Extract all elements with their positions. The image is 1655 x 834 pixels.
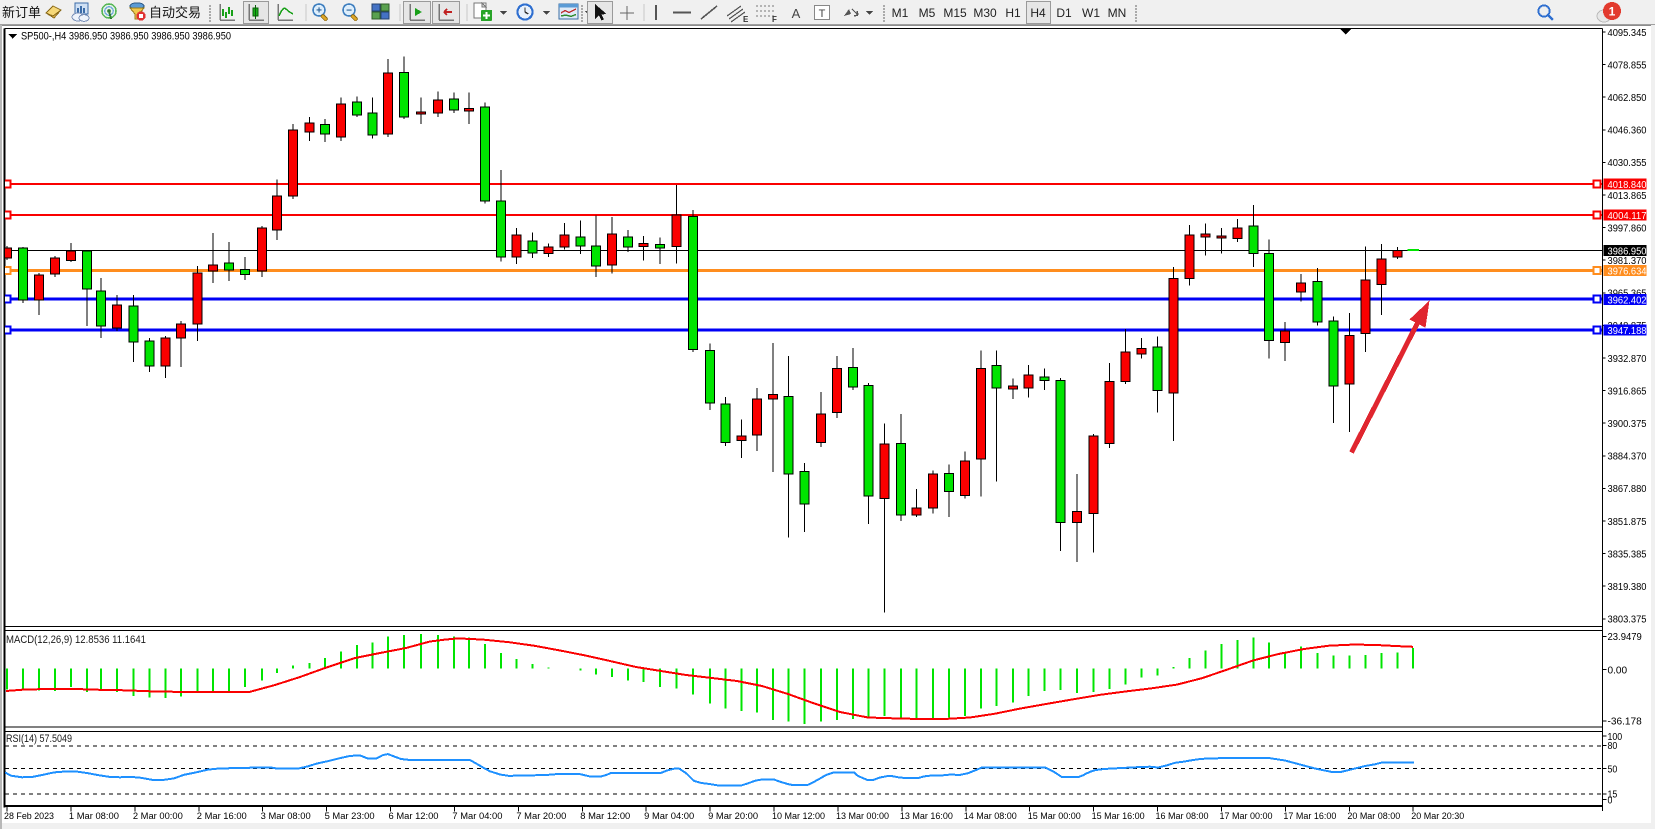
svg-text:20 Mar 20:30: 20 Mar 20:30	[1411, 811, 1464, 821]
svg-text:M15: M15	[943, 6, 967, 20]
svg-text:3981.370: 3981.370	[1608, 256, 1647, 267]
svg-text:3884.370: 3884.370	[1608, 452, 1647, 463]
svg-text:15: 15	[1608, 790, 1618, 801]
svg-text:20 Mar 08:00: 20 Mar 08:00	[1347, 811, 1400, 821]
svg-text:M30: M30	[973, 6, 997, 20]
svg-text:3851.875: 3851.875	[1608, 517, 1647, 528]
svg-text:2 Mar 16:00: 2 Mar 16:00	[197, 811, 247, 821]
svg-text:2 Mar 00:00: 2 Mar 00:00	[133, 811, 183, 821]
svg-text:F: F	[772, 15, 777, 24]
svg-text:4095.345: 4095.345	[1608, 28, 1647, 39]
svg-text:14 Mar 08:00: 14 Mar 08:00	[964, 811, 1017, 821]
svg-text:7 Mar 04:00: 7 Mar 04:00	[452, 811, 502, 821]
svg-text:H1: H1	[1005, 6, 1021, 20]
svg-text:3 Mar 08:00: 3 Mar 08:00	[261, 811, 311, 821]
svg-text:6 Mar 12:00: 6 Mar 12:00	[389, 811, 439, 821]
svg-text:17 Mar 16:00: 17 Mar 16:00	[1283, 811, 1336, 821]
svg-text:4062.850: 4062.850	[1608, 93, 1647, 104]
svg-text:9 Mar 04:00: 9 Mar 04:00	[644, 811, 694, 821]
svg-text:3867.880: 3867.880	[1608, 484, 1647, 495]
svg-text:4046.360: 4046.360	[1608, 126, 1647, 137]
svg-text:15 Mar 00:00: 15 Mar 00:00	[1028, 811, 1081, 821]
svg-text:3947.188: 3947.188	[1608, 326, 1647, 337]
svg-text:80: 80	[1608, 741, 1618, 752]
svg-text:9 Mar 20:00: 9 Mar 20:00	[708, 811, 758, 821]
svg-text:E: E	[743, 15, 749, 24]
svg-text:M1: M1	[892, 6, 909, 20]
svg-text:3997.860: 3997.860	[1608, 223, 1647, 234]
svg-text:4030.355: 4030.355	[1608, 158, 1647, 169]
svg-text:3900.375: 3900.375	[1608, 419, 1647, 430]
svg-text:0.00: 0.00	[1608, 666, 1628, 677]
svg-text:3986.950: 3986.950	[1608, 246, 1647, 257]
svg-text:+: +	[316, 6, 322, 17]
svg-text:SP500-,H4 3986.950 3986.950 3: SP500-,H4 3986.950 3986.950 3986.950 398…	[21, 31, 231, 43]
svg-text:RSI(14) 57.5049: RSI(14) 57.5049	[6, 733, 72, 745]
svg-text:15 Mar 16:00: 15 Mar 16:00	[1092, 811, 1145, 821]
svg-text:D1: D1	[1056, 6, 1072, 20]
svg-text:MN: MN	[1108, 6, 1127, 20]
svg-text:17 Mar 00:00: 17 Mar 00:00	[1219, 811, 1272, 821]
svg-text:0: 0	[1608, 795, 1613, 806]
svg-text:50: 50	[1608, 765, 1618, 776]
svg-text:3962.402: 3962.402	[1608, 295, 1647, 306]
svg-text:28 Feb 2023: 28 Feb 2023	[4, 811, 54, 821]
svg-text:4078.855: 4078.855	[1608, 60, 1647, 71]
svg-text:100: 100	[1608, 732, 1623, 743]
svg-text:10 Mar 12:00: 10 Mar 12:00	[772, 811, 825, 821]
svg-text:4018.840: 4018.840	[1608, 180, 1647, 191]
svg-text:13 Mar 00:00: 13 Mar 00:00	[836, 811, 889, 821]
svg-text:-36.178: -36.178	[1608, 717, 1643, 728]
svg-text:1 Mar 08:00: 1 Mar 08:00	[69, 811, 119, 821]
svg-text:3819.380: 3819.380	[1608, 582, 1647, 593]
svg-text:23.9479: 23.9479	[1608, 632, 1643, 643]
svg-text:−: −	[346, 6, 352, 17]
svg-text:16 Mar 08:00: 16 Mar 08:00	[1156, 811, 1209, 821]
svg-text:4013.865: 4013.865	[1608, 191, 1647, 202]
svg-text:8 Mar 12:00: 8 Mar 12:00	[580, 811, 630, 821]
svg-text:1: 1	[1609, 5, 1616, 19]
svg-text:4004.117: 4004.117	[1608, 211, 1647, 222]
svg-text:T: T	[819, 8, 826, 20]
svg-text:3803.375: 3803.375	[1608, 615, 1647, 626]
svg-text:H4: H4	[1030, 6, 1046, 20]
svg-text:5 Mar 23:00: 5 Mar 23:00	[325, 811, 375, 821]
svg-text:新订单: 新订单	[2, 5, 41, 20]
svg-text:3932.870: 3932.870	[1608, 354, 1647, 365]
svg-text:3976.634: 3976.634	[1608, 266, 1647, 277]
svg-text:自动交易: 自动交易	[149, 5, 201, 20]
svg-text:13 Mar 16:00: 13 Mar 16:00	[900, 811, 953, 821]
svg-text:7 Mar 20:00: 7 Mar 20:00	[516, 811, 566, 821]
svg-text:3835.385: 3835.385	[1608, 549, 1647, 560]
svg-text:MACD(12,26,9) 12.8536 11.1641: MACD(12,26,9) 12.8536 11.1641	[6, 634, 146, 646]
svg-text:M5: M5	[919, 6, 936, 20]
svg-text:A: A	[792, 6, 801, 21]
svg-text:W1: W1	[1082, 6, 1100, 20]
svg-text:3916.865: 3916.865	[1608, 386, 1647, 397]
